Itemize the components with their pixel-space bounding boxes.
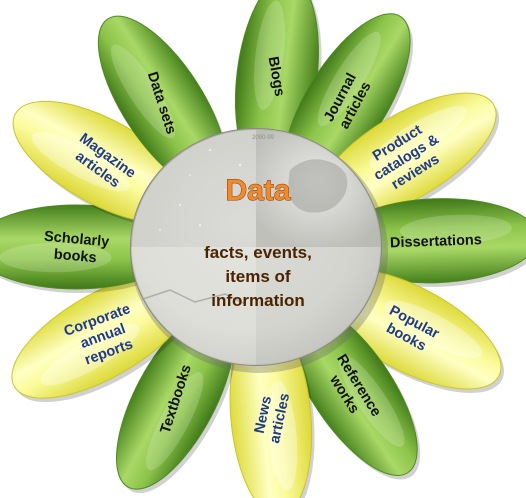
- petal-label-scholarly-books: Scholarlybooks: [42, 229, 110, 268]
- document-texture: [139, 289, 246, 305]
- petal-scholarly-books: Scholarlybooks: [0, 204, 181, 293]
- petal-highlight: [399, 214, 512, 245]
- petal-label-line: books: [53, 247, 97, 267]
- petal-label-line: Scholarly: [43, 229, 109, 251]
- petal-highlight: [41, 323, 140, 386]
- petal-label-line: News: [252, 395, 276, 435]
- petal-highlight: [110, 44, 176, 139]
- petal-highlight: [338, 354, 405, 447]
- petal-label-dissertations: Dissertations: [390, 232, 482, 251]
- center-photo-collage: 2090-99: [131, 129, 381, 365]
- petal-highlight: [0, 242, 112, 273]
- center-disc: 2090-99 Data facts, events, items of inf…: [130, 128, 388, 373]
- petal-label-blogs: Blogs: [265, 55, 288, 97]
- petal-dissertations: Dissertations: [333, 198, 526, 287]
- center-title: Data: [225, 174, 290, 207]
- petal-label-line: Dissertations: [390, 232, 482, 251]
- center-subtitle-line-2: items of: [225, 267, 291, 286]
- petal-highlight: [317, 31, 381, 127]
- petal-highlight: [369, 105, 467, 169]
- petal-highlight: [267, 380, 298, 491]
- petal-highlight: [384, 300, 483, 359]
- petal-label-line: Blogs: [265, 55, 288, 97]
- center-subtitle-line-1: facts, events,: [204, 243, 312, 262]
- center-subtitle-line-3: information: [211, 291, 305, 310]
- petal-highlight: [31, 132, 129, 192]
- petal-highlight: [254, 0, 285, 110]
- petal-news-articles: Newsarticles: [229, 316, 315, 498]
- globe-continent-shape: [288, 159, 348, 213]
- photo-caption: 2090-99: [252, 135, 275, 141]
- petal-highlight: [146, 372, 204, 471]
